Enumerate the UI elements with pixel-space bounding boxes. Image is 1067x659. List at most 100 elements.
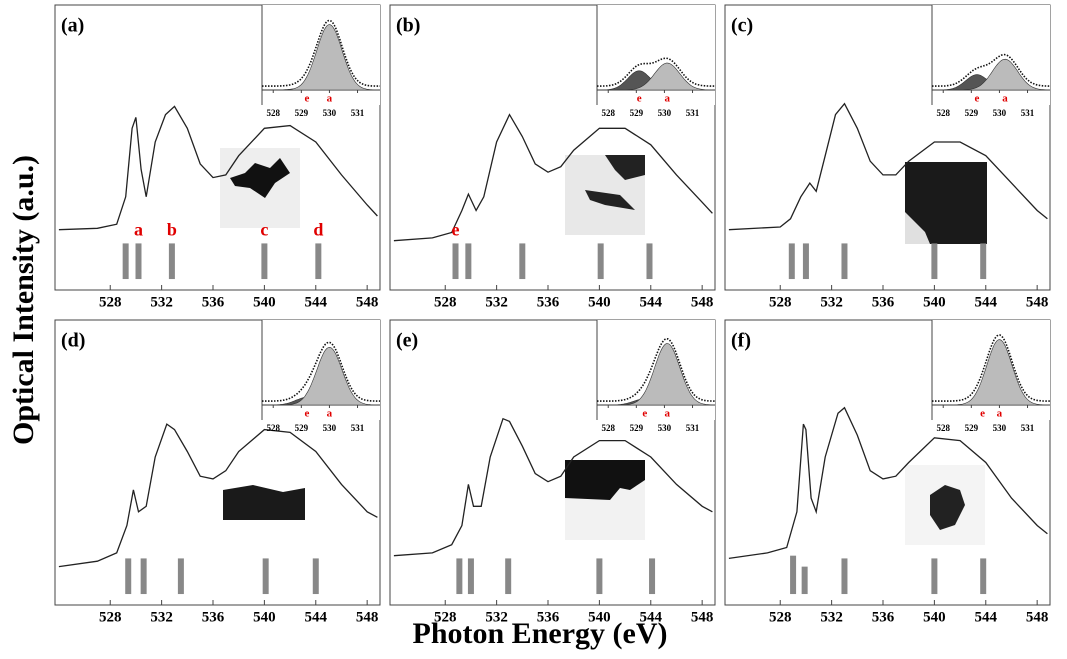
x-tick-label: 532 bbox=[150, 609, 173, 625]
inset-component bbox=[932, 339, 1050, 406]
panel-label: (a) bbox=[61, 15, 84, 37]
stick bbox=[168, 243, 175, 280]
panel-label: (c) bbox=[731, 15, 753, 37]
stick-label: e bbox=[452, 220, 460, 240]
inset-x-tick-label: 531 bbox=[351, 423, 365, 433]
x-tick-label: 548 bbox=[356, 609, 379, 625]
stick bbox=[801, 566, 808, 595]
inset-envelope bbox=[262, 19, 380, 87]
stick bbox=[841, 558, 848, 595]
x-tick-label: 528 bbox=[99, 294, 122, 310]
stick bbox=[802, 243, 809, 280]
inset-x-tick-label: 531 bbox=[1021, 423, 1035, 433]
micrograph-feature bbox=[223, 485, 305, 520]
micrograph-feature bbox=[605, 155, 645, 180]
panel-frame bbox=[389, 4, 716, 291]
x-tick-label: 544 bbox=[640, 609, 663, 625]
inset-component-label: a bbox=[327, 93, 333, 105]
panel-frame bbox=[724, 319, 1051, 606]
inset-x-tick-label: 529 bbox=[630, 108, 644, 118]
stick bbox=[262, 558, 269, 595]
inset-component-label: a bbox=[327, 408, 333, 420]
inset-x-tick-label: 529 bbox=[295, 108, 309, 118]
inset-x-tick-label: 530 bbox=[323, 108, 337, 118]
panel-label: (f) bbox=[731, 330, 751, 352]
inset-x-tick-label: 531 bbox=[686, 423, 700, 433]
stick bbox=[931, 243, 938, 280]
x-tick-label: 536 bbox=[872, 609, 895, 625]
x-tick-label: 544 bbox=[975, 294, 998, 310]
stick bbox=[646, 243, 653, 280]
x-tick-label: 528 bbox=[769, 294, 792, 310]
inset-component bbox=[262, 346, 380, 406]
inset-component-label: e bbox=[975, 93, 980, 105]
panel-label: (e) bbox=[396, 330, 418, 352]
spectrum-line bbox=[393, 417, 713, 557]
inset-component-label: e bbox=[980, 408, 985, 420]
x-tick-label: 540 bbox=[588, 294, 611, 310]
x-tick-label: 548 bbox=[691, 294, 714, 310]
inset-x-tick-label: 529 bbox=[965, 108, 979, 118]
x-tick-label: 528 bbox=[434, 609, 457, 625]
x-tick-label: 528 bbox=[99, 609, 122, 625]
stick-label: b bbox=[167, 220, 177, 240]
inset-x-tick-label: 528 bbox=[266, 108, 280, 118]
stick bbox=[312, 558, 319, 595]
panel-frame bbox=[389, 319, 716, 606]
inset-component-label: e bbox=[305, 93, 310, 105]
inset-x-tick-label: 528 bbox=[266, 423, 280, 433]
spectrum-line bbox=[728, 406, 1048, 560]
stick bbox=[519, 243, 526, 280]
inset-x-tick-label: 530 bbox=[658, 108, 672, 118]
x-tick-label: 544 bbox=[305, 609, 328, 625]
micrograph-feature bbox=[930, 485, 965, 530]
y-axis-label: Optical Intensity (a.u.) bbox=[7, 155, 40, 445]
stick bbox=[465, 243, 472, 280]
stick bbox=[980, 558, 987, 595]
x-tick-label: 536 bbox=[202, 609, 225, 625]
stick bbox=[452, 243, 459, 280]
stick bbox=[841, 243, 848, 280]
x-tick-label: 544 bbox=[640, 294, 663, 310]
stick bbox=[931, 558, 938, 595]
inset-component-label: e bbox=[642, 408, 647, 420]
inset-envelope bbox=[597, 57, 715, 87]
stick bbox=[790, 555, 797, 595]
inset-component-label: e bbox=[305, 408, 310, 420]
inset-component bbox=[597, 343, 716, 406]
x-tick-label: 528 bbox=[769, 609, 792, 625]
x-tick-label: 532 bbox=[150, 294, 173, 310]
inset-component bbox=[597, 62, 715, 91]
inset-x-tick-label: 528 bbox=[936, 108, 950, 118]
panel-frame bbox=[724, 4, 1051, 291]
spectrum-line bbox=[728, 102, 1048, 231]
stick bbox=[505, 558, 512, 595]
panel-frame bbox=[54, 4, 381, 291]
x-tick-label: 536 bbox=[537, 294, 560, 310]
stick-label: c bbox=[260, 220, 268, 240]
inset-x-tick-label: 528 bbox=[936, 423, 950, 433]
x-tick-label: 548 bbox=[356, 294, 379, 310]
stick-label: a bbox=[134, 220, 143, 240]
inset-x-tick-label: 531 bbox=[351, 108, 365, 118]
stick bbox=[261, 243, 268, 280]
stick-label: d bbox=[313, 220, 323, 240]
x-tick-label: 532 bbox=[485, 609, 508, 625]
inset-x-tick-label: 530 bbox=[323, 423, 337, 433]
spectrum-line bbox=[58, 423, 378, 568]
inset-component-label: a bbox=[1002, 93, 1008, 105]
stick bbox=[315, 243, 322, 280]
inset-x-tick-label: 530 bbox=[993, 423, 1007, 433]
stick bbox=[596, 558, 603, 595]
stick bbox=[122, 243, 129, 280]
inset-component bbox=[262, 24, 380, 91]
x-tick-label: 544 bbox=[305, 294, 328, 310]
x-tick-label: 548 bbox=[1026, 294, 1049, 310]
inset-component-label: e bbox=[637, 93, 642, 105]
inset-component bbox=[932, 58, 1051, 91]
x-tick-label: 548 bbox=[1026, 609, 1049, 625]
inset-component-label: a bbox=[664, 408, 670, 420]
inset-x-tick-label: 528 bbox=[601, 108, 615, 118]
x-tick-label: 540 bbox=[923, 609, 946, 625]
